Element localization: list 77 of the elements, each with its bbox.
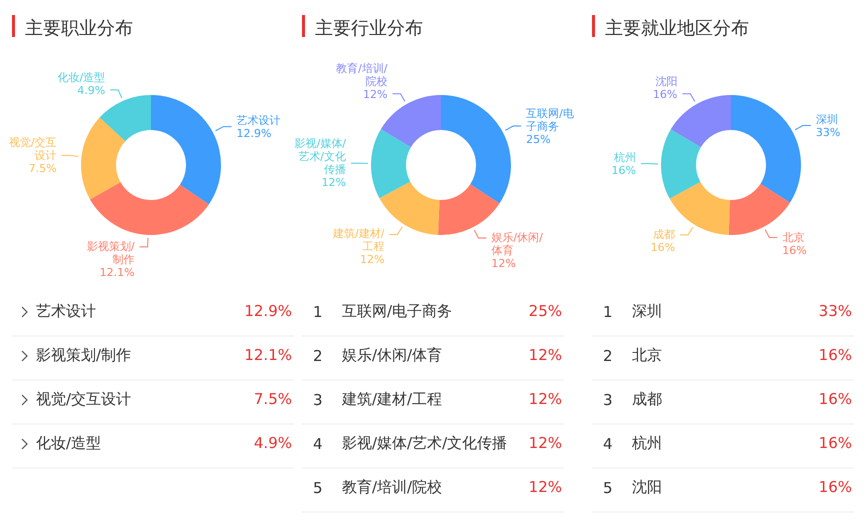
category-label: 建筑/建材/工程 [342,390,442,408]
slice-label: 深圳 [816,112,839,126]
data-label: 16% [650,240,676,254]
slice-label: 沈阳 [654,74,678,88]
data-label: 16% [610,164,636,177]
slice-label: 建筑/建材/工程 [332,227,384,254]
text: 3 [603,391,613,409]
slice-label: 互联网/电子商务 [526,106,575,133]
data-label: 16% [782,244,808,256]
category-label: 艺术设计 [36,302,96,320]
donut-slice [441,95,511,204]
category-label: 杭州 [632,434,662,452]
text: 2 [313,347,323,365]
donut-slice [100,95,151,142]
text: 5 [313,479,323,497]
category-label: 沈阳 [632,478,662,496]
data-label: 4.9% [76,84,106,97]
donut-slice [90,182,209,235]
text: 12% [528,434,562,452]
text: 33% [818,302,852,320]
category-label: 互联网/电子商务 [342,302,452,320]
text: 4.9% [254,434,292,452]
data-label: 12% [491,256,517,270]
text: 25% [528,302,562,320]
donut-slice [661,129,701,199]
category-label: 教育/培训/院校 [342,478,442,496]
category-label: 视觉/交互设计 [36,390,132,408]
slice-label: 杭州 [613,150,636,164]
slice-label: 娱乐/休闲/体育 [491,230,544,257]
data-label: 25% [526,132,552,146]
text: 3 [313,391,323,409]
chart-title: 主要行业分布 [315,18,423,39]
slice-label: 成都 [652,228,676,241]
slice-label: 教育/培训/院校 [335,62,388,88]
data-label: 16% [652,88,678,101]
text: 5 [603,479,613,497]
category-label: 成都 [632,390,662,408]
category-label: 娱乐/休闲/体育 [342,346,442,364]
text: 12.1% [244,346,292,364]
data-label: 33% [816,126,842,139]
text: 12% [528,478,562,496]
text: 7.5% [254,390,292,408]
donut-slice [371,129,411,198]
slice-label: 北京 [782,230,806,244]
text: 16% [818,390,852,408]
data-label: 12% [359,253,384,266]
chart-title: 主要职业分布 [25,18,133,39]
text: 1 [313,303,323,321]
text: 16% [818,346,852,364]
text: 2 [603,347,613,365]
donut-slice [81,117,126,200]
text: 12% [528,390,562,408]
text: 4 [603,435,613,453]
slice-label: 视觉/交互设计 [8,136,57,162]
category-label: 深圳 [632,302,662,320]
slice-label: 艺术设计 [236,114,282,127]
data-label: 12% [320,176,346,190]
category-label: 影视策划/制作 [36,346,132,364]
slice-label: 影视/媒体/艺术/文化传播 [294,137,346,176]
chart-title: 主要就业地区分布 [605,18,749,39]
category-label: 影视/媒体/艺术/文化传播 [342,434,508,452]
text: 16% [818,434,852,452]
text: 1 [603,303,613,321]
donut-slice [731,95,801,203]
data-label: 12% [362,88,388,101]
text: 12% [528,346,562,364]
data-label: 7.5% [28,162,57,175]
slice-label: 化妆/造型 [56,70,106,84]
data-label: 12.9% [236,126,272,140]
donut-slice [151,95,221,204]
text: 4 [313,435,323,453]
category-label: 化妆/造型 [36,434,102,452]
text: 12.9% [244,302,292,320]
category-label: 北京 [632,346,662,364]
text: 16% [818,478,852,496]
slice-label: 影视策划/制作 [86,240,135,266]
data-label: 12.1% [98,266,135,279]
